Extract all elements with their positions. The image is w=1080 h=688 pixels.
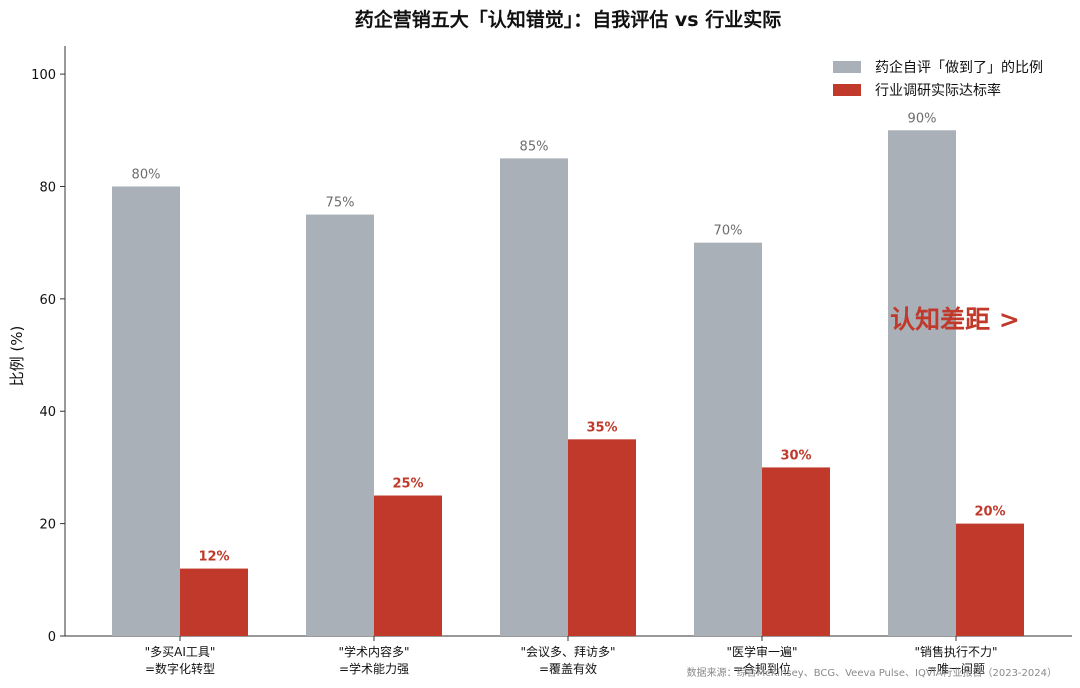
data-label-self: 85%	[520, 139, 549, 154]
data-label-actual: 35%	[586, 420, 617, 435]
gap-annotation: 认知差距 >	[890, 305, 1020, 334]
y-tick-label: 40	[39, 405, 56, 420]
x-tick-label-line2: =覆盖有效	[539, 661, 597, 676]
y-tick-label: 100	[31, 68, 56, 83]
chart-title: 药企营销五大「认知错觉」：自我评估 vs 行业实际	[355, 8, 781, 31]
bar-self-assessment	[888, 130, 956, 637]
x-tick-label-line2: =合规到位	[733, 661, 791, 676]
axes: 0 20 40 60 80 100 "多买AI工具" =数字化转型 "学术内容多" =学术能力强 "…	[31, 46, 1072, 676]
data-label-self: 90%	[908, 111, 937, 126]
x-tick-label-line1: "医学审一遍"	[726, 644, 797, 659]
legend-label: 行业调研实际达标率	[875, 82, 1001, 99]
x-tick-label-line1: "多买AI工具"	[145, 645, 216, 659]
bar-self-assessment	[694, 242, 762, 636]
bar-actual-rate	[762, 467, 830, 636]
bar-self-assessment	[112, 186, 180, 636]
data-label-actual: 30%	[780, 448, 811, 463]
bar-actual-rate	[956, 523, 1024, 636]
legend-label: 药企自评「做到了」的比例	[875, 59, 1043, 76]
x-tick-label-line2: =数字化转型	[145, 661, 215, 676]
bar-actual-rate	[568, 439, 636, 636]
x-tick-label-line1: "会议多、拜访多"	[520, 645, 615, 659]
data-label-self: 70%	[714, 224, 743, 239]
data-label-actual: 20%	[974, 505, 1005, 520]
data-label-self: 75%	[326, 196, 355, 211]
y-axis-label: 比例 (%)	[8, 326, 26, 387]
x-tick-label-line1: "销售执行不力"	[914, 644, 997, 659]
bars: 80% 12% 75% 25% 85% 35% 70% 30% 90% 20%	[112, 111, 1024, 637]
x-tick-label-line2: =学术能力强	[339, 661, 409, 676]
bar-self-assessment	[306, 214, 374, 637]
legend-swatch	[833, 61, 861, 73]
x-tick-label-line2: =唯一问题	[927, 662, 985, 676]
y-tick-label: 20	[39, 518, 56, 533]
y-tick-label: 80	[39, 180, 56, 195]
source-note: 数据来源：综合McKinsey、BCG、Veeva Pulse、IQVIA行业报…	[687, 666, 1057, 679]
bar-self-assessment	[500, 158, 568, 636]
data-label-self: 80%	[132, 167, 161, 182]
y-tick-label: 0	[48, 630, 56, 645]
x-tick-label-line1: "学术内容多"	[338, 644, 409, 659]
bar-actual-rate	[374, 495, 442, 636]
legend-swatch	[833, 84, 861, 96]
data-label-actual: 25%	[392, 477, 423, 492]
bar-actual-rate	[180, 568, 248, 636]
data-label-actual: 12%	[198, 550, 229, 565]
y-tick-label: 60	[39, 293, 56, 308]
